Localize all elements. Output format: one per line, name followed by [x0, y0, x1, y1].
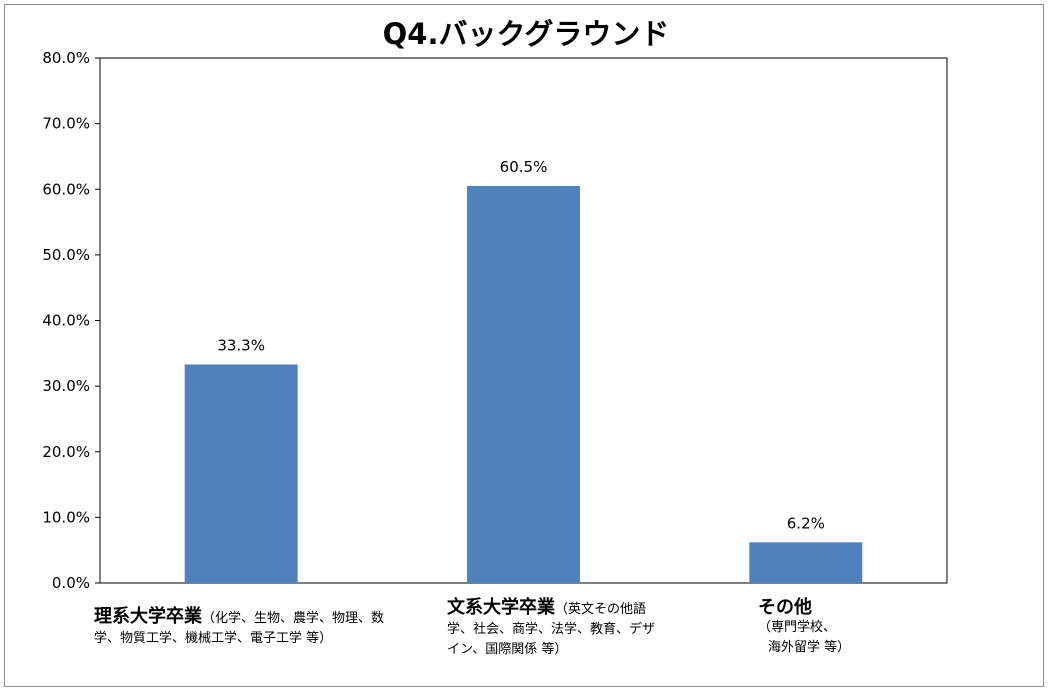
- y-tick-label: 40.0%: [42, 312, 90, 330]
- y-tick-label: 60.0%: [42, 180, 90, 198]
- bar-3: [749, 542, 863, 583]
- category-label-1: 理系大学卒業（化学、生物、農学、物理、数学、物質工学、機械工学、電子工学 等）: [94, 607, 442, 649]
- category-sub-label: 海外留学 等）: [768, 640, 851, 655]
- bar-1: [184, 364, 298, 583]
- bars: [184, 185, 863, 583]
- chart-title: Q4.バックグラウンド: [383, 17, 670, 51]
- y-tick-label: 80.0%: [42, 49, 90, 67]
- y-tick-label: 70.0%: [42, 115, 90, 133]
- category-sub-label: （専門学校、: [758, 620, 837, 635]
- chart-frame: [4, 4, 1044, 687]
- category-sub-label: （化学、生物、農学、物理、数: [202, 611, 385, 626]
- y-tick-label: 20.0%: [42, 443, 90, 461]
- category-main-label: その他: [758, 597, 812, 618]
- data-labels: 33.3% 60.5% 6.2%: [217, 158, 825, 532]
- y-axis: 0.0% 10.0% 20.0% 30.0% 40.0% 50.0% 60.0% 70.0% 8…: [42, 49, 100, 592]
- category-sub-label: （英文その他語: [555, 602, 647, 617]
- y-tick-label: 30.0%: [42, 377, 90, 395]
- category-main-label: 文系大学卒業: [447, 597, 555, 618]
- y-tick-label: 50.0%: [42, 246, 90, 264]
- data-label-1: 33.3%: [217, 336, 265, 354]
- category-sub-label: 学、物質工学、機械工学、電子工学 等）: [94, 631, 333, 646]
- category-sub-label: イン、国際関係 等）: [447, 642, 568, 657]
- y-tick-label: 10.0%: [42, 508, 90, 526]
- category-sub-label: 学、社会、商学、法学、教育、デザ: [447, 622, 656, 637]
- category-main-label: 理系大学卒業: [94, 606, 202, 627]
- data-label-2: 60.5%: [500, 158, 548, 176]
- data-label-3: 6.2%: [787, 514, 825, 532]
- y-tick-label: 0.0%: [52, 574, 90, 592]
- bar-2: [467, 185, 580, 583]
- category-label-2: 文系大学卒業（英文その他語学、社会、商学、法学、教育、デザ イン、国際関係 等）: [447, 598, 697, 660]
- category-label-3: その他 （専門学校、海外留学 等）: [758, 598, 878, 658]
